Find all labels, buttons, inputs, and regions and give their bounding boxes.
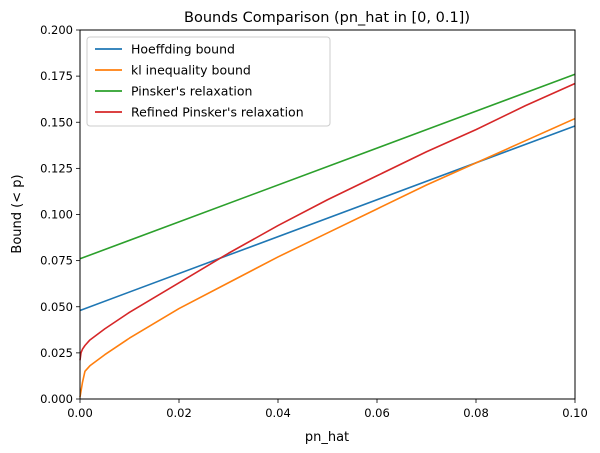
series-line-1 — [79, 117, 576, 398]
y-tick-label: 0.000 — [40, 392, 73, 406]
legend-frame — [86, 36, 331, 127]
x-tick-label: 0.06 — [364, 406, 390, 420]
x-tick-label: 0.10 — [562, 406, 588, 420]
y-tick-label: 0.175 — [40, 69, 73, 83]
x-tick-label: 0.08 — [463, 406, 489, 420]
y-tick-label: 0.200 — [40, 23, 73, 37]
y-axis-label: Bound (< p) — [10, 174, 25, 253]
x-axis-label: pn_hat — [305, 430, 349, 445]
legend-label-2: Pinsker's relaxation — [131, 84, 252, 99]
legend: Hoeffding bound kl inequality bound Pinske… — [86, 36, 331, 127]
legend-label-1: kl inequality bound — [131, 63, 251, 78]
legend-label-0: Hoeffding bound — [131, 42, 235, 57]
x-tick-label: 0.02 — [166, 406, 192, 420]
legend-label-3: Refined Pinsker's relaxation — [131, 105, 304, 120]
series-line-0 — [79, 125, 576, 312]
chart-title: Bounds Comparison (pn_hat in [0, 0.1]) — [184, 10, 470, 26]
y-tick-label: 0.025 — [40, 346, 73, 360]
y-tick-label: 0.075 — [40, 254, 73, 268]
y-tick-label: 0.050 — [40, 300, 73, 314]
series-line-2 — [79, 73, 576, 260]
x-axis-ticks: 0.00 0.02 0.04 0.06 0.08 0.10 — [67, 399, 588, 420]
x-tick-label: 0.04 — [265, 406, 291, 420]
y-axis-ticks: 0.000 0.025 0.050 0.075 0.100 0.125 0.150 0.175… — [40, 23, 80, 406]
y-tick-label: 0.125 — [40, 161, 73, 175]
x-tick-label: 0.00 — [67, 406, 93, 420]
y-tick-label: 0.150 — [40, 115, 73, 129]
y-tick-label: 0.100 — [40, 208, 73, 222]
series-line-3 — [79, 82, 576, 361]
series-layer — [79, 73, 576, 398]
